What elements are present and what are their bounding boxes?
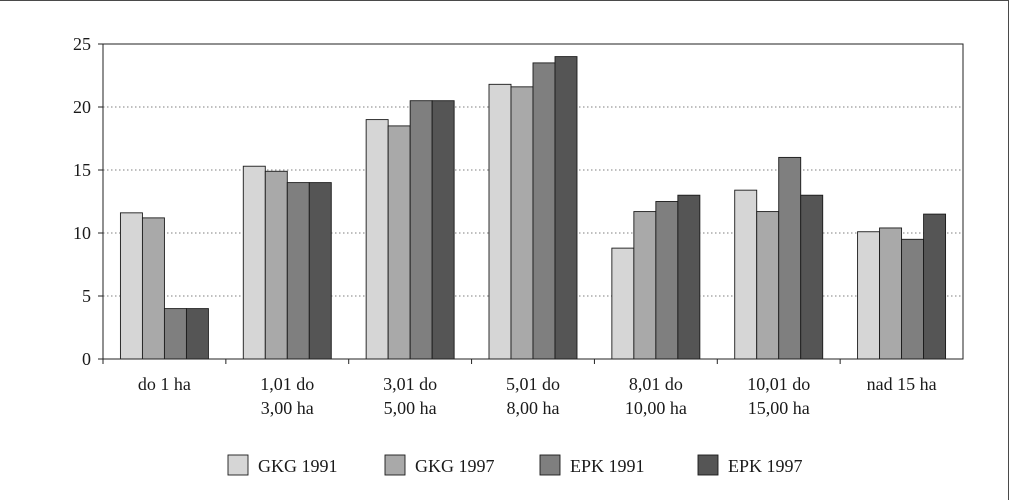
y-tick-label: 25 (73, 34, 91, 54)
bar (431, 100, 455, 360)
bar (734, 189, 758, 360)
bar (800, 194, 824, 360)
bar (510, 86, 534, 360)
x-tick-label: 3,00 ha (261, 398, 314, 418)
bar (286, 182, 310, 360)
bar (633, 211, 657, 360)
bar (488, 83, 512, 360)
bar (611, 247, 635, 360)
legend-label: EPK 1997 (728, 456, 803, 476)
bar (655, 201, 679, 360)
x-tick-label: nad 15 ha (867, 374, 937, 394)
legend-swatch (697, 454, 719, 476)
y-tick-label: 20 (73, 97, 91, 117)
bar (387, 125, 411, 360)
legend-swatch (384, 454, 406, 476)
bars (119, 56, 947, 360)
legend: GKG 1991 GKG 1997 EPK 1991 EPK 1997 (227, 454, 803, 476)
x-tick-label: 10,00 ha (625, 398, 687, 418)
x-tick-label: 5,01 do (506, 374, 560, 394)
x-tick-label: 8,01 do (629, 374, 683, 394)
x-tick-label: do 1 ha (138, 374, 191, 394)
x-tick-label: 8,00 ha (507, 398, 560, 418)
legend-label: EPK 1991 (570, 456, 645, 476)
legend-swatch (539, 454, 561, 476)
bar (756, 211, 780, 360)
bar (778, 156, 802, 360)
bar (554, 56, 578, 360)
bar (857, 231, 881, 360)
y-axis-ticks: 0 5 10 15 20 25 (73, 34, 103, 369)
bar (409, 100, 433, 360)
legend-label: GKG 1991 (258, 456, 338, 476)
bar (185, 308, 209, 360)
bar (923, 213, 947, 360)
bar (163, 308, 187, 360)
bar (242, 165, 266, 360)
x-tick-label: 5,00 ha (384, 398, 437, 418)
bar (532, 62, 556, 360)
y-tick-label: 0 (82, 349, 91, 369)
bar (264, 170, 288, 360)
x-tick-label: 10,01 do (747, 374, 810, 394)
y-tick-label: 15 (73, 160, 91, 180)
x-tick-label: 1,01 do (260, 374, 314, 394)
y-tick-label: 5 (82, 286, 91, 306)
bar (308, 182, 332, 360)
bar (119, 212, 143, 360)
bar (365, 119, 389, 360)
bar (141, 217, 165, 360)
legend-label: GKG 1997 (415, 456, 495, 476)
x-tick-label: 15,00 ha (748, 398, 810, 418)
legend-swatch (227, 454, 249, 476)
y-tick-label: 10 (73, 223, 91, 243)
x-tick-label: 3,01 do (383, 374, 437, 394)
x-axis-labels: do 1 ha 1,01 do 3,00 ha 3,01 do 5,00 ha 5,01 … (102, 359, 937, 418)
plot-area (102, 43, 964, 360)
bar (901, 238, 925, 360)
bar (677, 194, 701, 360)
bar (879, 227, 903, 360)
